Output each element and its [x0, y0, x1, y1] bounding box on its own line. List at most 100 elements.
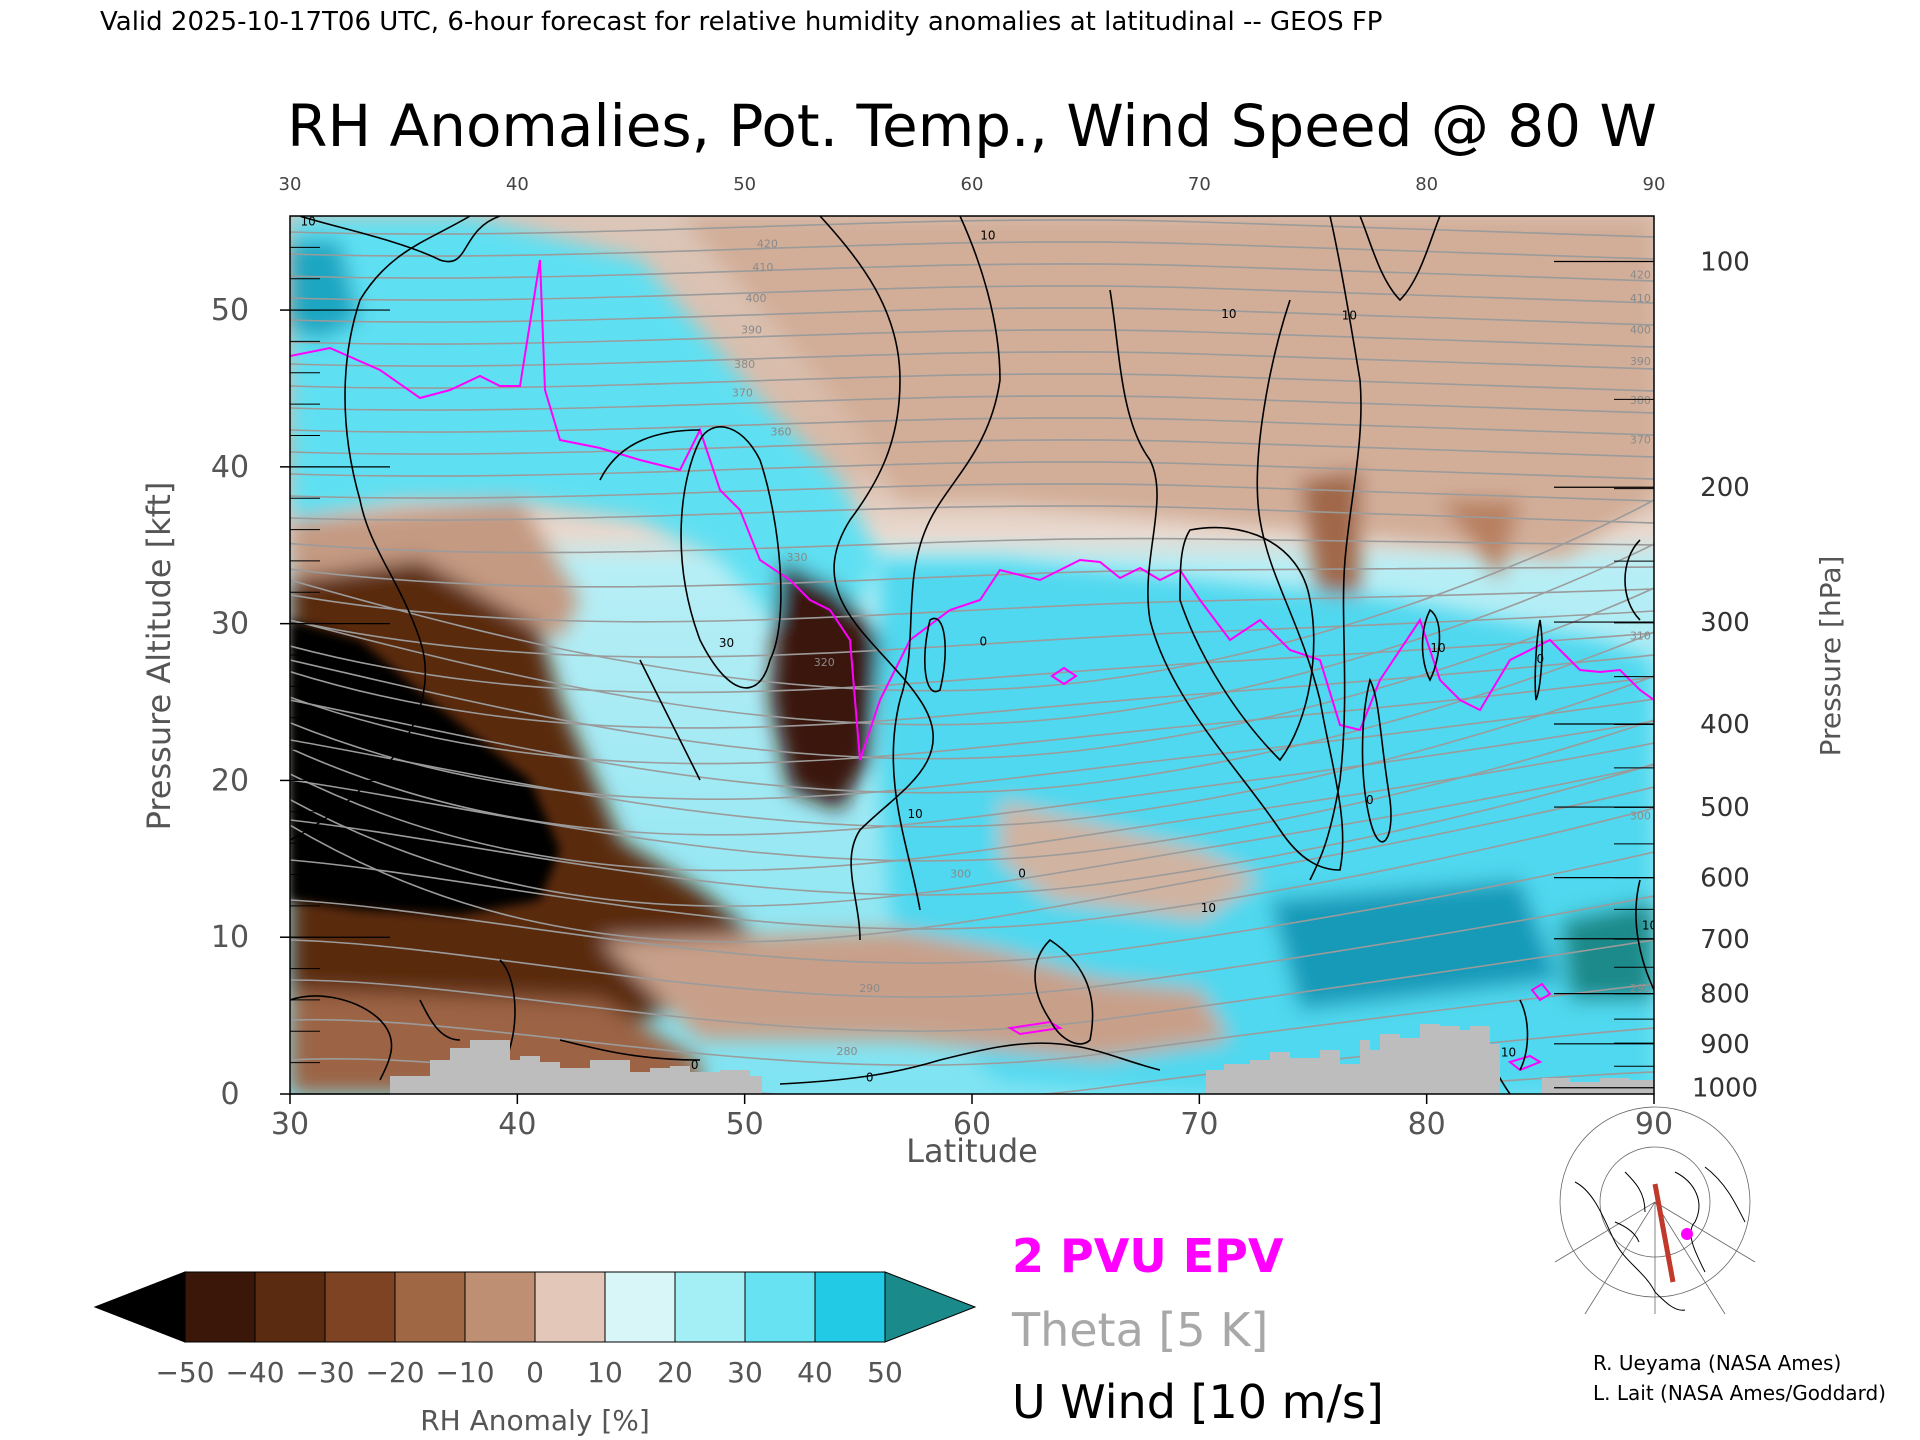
- colorbar-tick-label: 30: [727, 1356, 763, 1389]
- terrain-mask: [390, 1024, 1654, 1094]
- rh-region-upper-left-deep: [290, 240, 360, 340]
- x-axis-label: Latitude: [906, 1132, 1038, 1170]
- valid-time-line: Valid 2025-10-17T06 UTC, 6-hour forecast…: [100, 7, 1382, 37]
- colorbar-tick-label: 50: [867, 1356, 903, 1389]
- theta-label: 290: [1630, 982, 1651, 995]
- theta-label: 380: [1630, 394, 1651, 407]
- pressure-tick-label: 600: [1700, 864, 1750, 894]
- legend-wind: U Wind [10 m/s]: [1012, 1375, 1384, 1429]
- colorbar-segment: [184, 1271, 256, 1343]
- x-top-tick-label: 50: [733, 174, 756, 195]
- wind-label: 10: [1642, 918, 1657, 932]
- theta-contour-line: [290, 610, 1654, 658]
- theta-contour-line: [290, 983, 1654, 1067]
- colorbar-tick-label: −20: [365, 1356, 424, 1389]
- x-top-tick-label: 90: [1643, 174, 1666, 195]
- x-tick-label: 30: [271, 1107, 309, 1142]
- wind-contour-10-center: [892, 216, 1001, 911]
- theta-contour-line: [290, 851, 1654, 964]
- wind-contour-10-sweep: [1179, 526, 1315, 762]
- colorbar-segment: [604, 1271, 676, 1343]
- theta-contour-line: [290, 566, 1654, 588]
- y-tick-label: 10: [211, 920, 249, 955]
- wind-contour-surface: [290, 959, 1161, 1085]
- y-tick-label: 20: [211, 763, 249, 798]
- y-tick-label: 40: [211, 450, 249, 485]
- theta-contour-line: [290, 654, 1654, 729]
- x-axis-top: 30 40 50 60 70 80 90: [279, 174, 1666, 195]
- theta-contour-line: [290, 631, 1654, 794]
- theta-contour-line: [290, 285, 1654, 304]
- theta-contour-line: [290, 395, 1654, 414]
- theta-label: 370: [732, 386, 753, 399]
- theta-label: 410: [752, 261, 773, 274]
- wind-label: 10: [1342, 308, 1357, 322]
- credit-line-1: R. Ueyama (NASA Ames): [1593, 1351, 1841, 1375]
- x-tick-label: 80: [1408, 1107, 1446, 1142]
- theta-contour-line: [1338, 1071, 1654, 1094]
- wind-label: 10: [1430, 641, 1445, 655]
- theta-label: 390: [741, 324, 762, 337]
- rh-region-lower-tan: [600, 930, 1230, 1060]
- wind-contour-10-right-tall: [1309, 216, 1362, 881]
- locator-map-marker: [1681, 1228, 1693, 1240]
- theta-contour-line: [290, 263, 1654, 282]
- wind-label: 0: [1018, 867, 1026, 881]
- wind-contour-0-thin: [1534, 619, 1543, 701]
- theta-label: 360: [771, 426, 792, 439]
- theta-label: 310: [1630, 629, 1651, 642]
- colorbar-tick-label: 20: [657, 1356, 693, 1389]
- rh-anomaly-very-dry: [290, 620, 560, 915]
- theta-label: 320: [814, 656, 835, 669]
- wind-contour-jet-core: [680, 426, 782, 689]
- theta-contour-line: [290, 719, 1654, 862]
- colorbar-segment: [744, 1271, 816, 1343]
- colorbar-segment: [254, 1271, 326, 1343]
- pressure-tick-label: 100: [1700, 247, 1750, 277]
- theta-label: 370: [1630, 433, 1651, 446]
- wind-label: 10: [1501, 1045, 1516, 1059]
- colorbar-segment: [464, 1271, 536, 1343]
- wind-contour-0-small: [924, 617, 946, 693]
- theta-contour-line: [290, 895, 1654, 998]
- wind-label: 0: [866, 1070, 874, 1084]
- x-axis: 30 40 50 60 70 80 90: [271, 1094, 1673, 1142]
- wind-contour-10-narrow: [1421, 608, 1441, 682]
- wind-contour-10-tongue: [819, 216, 934, 941]
- wind-label: 0: [691, 1058, 699, 1072]
- x-top-tick-label: 30: [279, 174, 302, 195]
- theta-contour-line: [290, 373, 1654, 392]
- theta-label: 420: [757, 237, 778, 250]
- wind-contour-30: [599, 429, 701, 781]
- x-tick-label: 50: [726, 1107, 764, 1142]
- theta-contour-line: [290, 417, 1654, 436]
- colorbar-over: [884, 1271, 977, 1343]
- wind-label: 10: [980, 229, 995, 243]
- theta-contour-line: [290, 763, 1654, 896]
- theta-contour-line: [290, 499, 1654, 692]
- legend-theta: Theta [5 K]: [1011, 1303, 1268, 1357]
- x-tick-label: 40: [498, 1107, 536, 1142]
- theta-contour-line: [290, 807, 1654, 930]
- colorbar-tick-label: 0: [526, 1356, 544, 1389]
- wind-label: 0: [1366, 793, 1374, 807]
- rh-region-left-tan-upper: [290, 500, 580, 640]
- theta-contour-line: [290, 632, 1654, 694]
- wind-label: 0: [1537, 652, 1545, 666]
- theta-contour-line: [290, 439, 1654, 458]
- x-top-tick-label: 60: [961, 174, 984, 195]
- y-tick-label: 0: [220, 1077, 239, 1112]
- x-tick-label: 90: [1635, 1107, 1673, 1142]
- theta-contour-line: [290, 675, 1654, 828]
- colorbar-segment: [814, 1271, 886, 1343]
- theta-label: 300: [950, 868, 971, 881]
- x-tick-label: 60: [953, 1107, 991, 1142]
- colorbar-tick-label: −10: [435, 1356, 494, 1389]
- theta-contour-line: [290, 720, 1654, 836]
- pressure-tick-label: 500: [1700, 793, 1750, 823]
- colorbar-tick-label: −40: [225, 1356, 284, 1389]
- y-tick-label: 50: [211, 293, 249, 328]
- y-axis-right-pressure: 100 200 300 400 500 600 700 800 900 1000: [1554, 247, 1758, 1104]
- colorbar-segment: [394, 1271, 466, 1343]
